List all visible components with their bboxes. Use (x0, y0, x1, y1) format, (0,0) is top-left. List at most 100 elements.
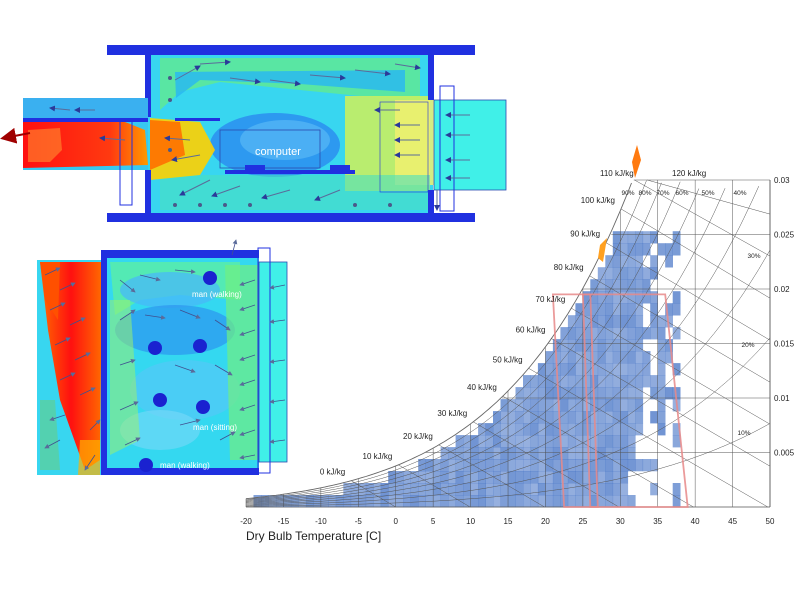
data-cell (620, 399, 629, 412)
enthalpy-line (551, 338, 771, 467)
exhaust-arrow (0, 127, 31, 144)
data-cell (455, 435, 464, 448)
data-cell (582, 435, 591, 448)
data-cell (500, 459, 509, 472)
data-cell (590, 495, 599, 508)
data-cell (552, 387, 561, 400)
occupant-walking-bottom (139, 458, 153, 472)
data-cell (545, 483, 554, 496)
data-cell (582, 459, 591, 472)
data-cell (567, 471, 576, 484)
data-cell (597, 339, 606, 352)
data-cell (552, 459, 561, 472)
cfd-top-supply-duct (434, 100, 506, 190)
data-cell (597, 399, 606, 412)
data-cell (567, 447, 576, 460)
data-cell (523, 435, 531, 448)
data-cell (642, 351, 651, 364)
data-cell (582, 363, 591, 376)
data-cell (657, 243, 666, 256)
data-cell (650, 327, 658, 340)
data-cell (627, 231, 636, 244)
rh-label: 90% (621, 190, 634, 197)
data-cell (530, 435, 539, 448)
rh-label: 80% (638, 190, 651, 197)
data-cell (575, 483, 584, 496)
data-cell (635, 387, 644, 400)
data-cell (560, 447, 569, 460)
data-cell (597, 303, 606, 316)
enthalpy-line (605, 242, 771, 341)
data-cell (612, 303, 621, 316)
enthalpy-label: 30 kJ/kg (437, 409, 467, 418)
data-cell (575, 327, 584, 340)
data-cell (627, 411, 636, 424)
occupant-3 (153, 393, 167, 407)
data-cell (605, 435, 614, 448)
data-cell (612, 255, 621, 268)
data-cell (605, 447, 614, 460)
data-cell (567, 435, 576, 448)
data-cell (650, 267, 658, 280)
data-cell (612, 231, 621, 244)
x-tick-label: -15 (278, 517, 290, 526)
data-cell (597, 483, 606, 496)
data-cell (515, 435, 524, 448)
data-cell (575, 411, 584, 424)
data-cell (612, 363, 621, 376)
data-cell (515, 399, 524, 412)
data-cell (582, 495, 591, 508)
cfd-top-left-wall-lower (145, 170, 151, 215)
data-cell (605, 255, 614, 268)
y-tick-labels: 0.005 0.01 0.015 0.02 0.025 0.03 (774, 176, 795, 458)
data-cell (485, 471, 494, 484)
rh-label: 40% (733, 190, 746, 197)
data-cell (523, 471, 531, 484)
data-cell (605, 387, 614, 400)
data-cell (657, 375, 666, 388)
data-cell (620, 327, 629, 340)
data-cell (403, 495, 411, 508)
data-cell (575, 315, 584, 328)
data-cell (612, 495, 621, 508)
data-cell (627, 327, 636, 340)
data-cell (515, 411, 524, 424)
data-cell (560, 459, 569, 472)
data-cell (635, 255, 644, 268)
x-tick-label: 40 (691, 517, 700, 526)
data-cell (657, 423, 666, 436)
data-cell (508, 483, 516, 496)
data-cell (537, 411, 546, 424)
data-cell (433, 471, 441, 484)
psychrometric-cells (253, 231, 681, 508)
data-cell (478, 435, 486, 448)
data-cell (665, 243, 673, 256)
data-cell (523, 495, 531, 508)
data-cell (545, 351, 554, 364)
data-cell (545, 411, 554, 424)
data-cell (612, 387, 621, 400)
data-cell (537, 471, 546, 484)
data-cell (635, 351, 644, 364)
data-cell (620, 267, 629, 280)
data-cell (537, 363, 546, 376)
data-cell (672, 387, 681, 400)
enthalpy-line (438, 444, 545, 508)
data-cell (395, 495, 404, 508)
data-cell (560, 375, 569, 388)
data-cell (530, 471, 539, 484)
data-cell (478, 483, 486, 496)
data-cell (597, 291, 606, 304)
data-cell (605, 339, 614, 352)
data-cell (620, 279, 629, 292)
data-cell (642, 459, 651, 472)
data-cell (552, 483, 561, 496)
data-cell (657, 315, 666, 328)
data-cell (650, 231, 658, 244)
data-cell (672, 291, 681, 304)
data-cell (627, 435, 636, 448)
data-cell (470, 459, 479, 472)
rh-curve (245, 182, 662, 501)
data-cell (500, 483, 509, 496)
